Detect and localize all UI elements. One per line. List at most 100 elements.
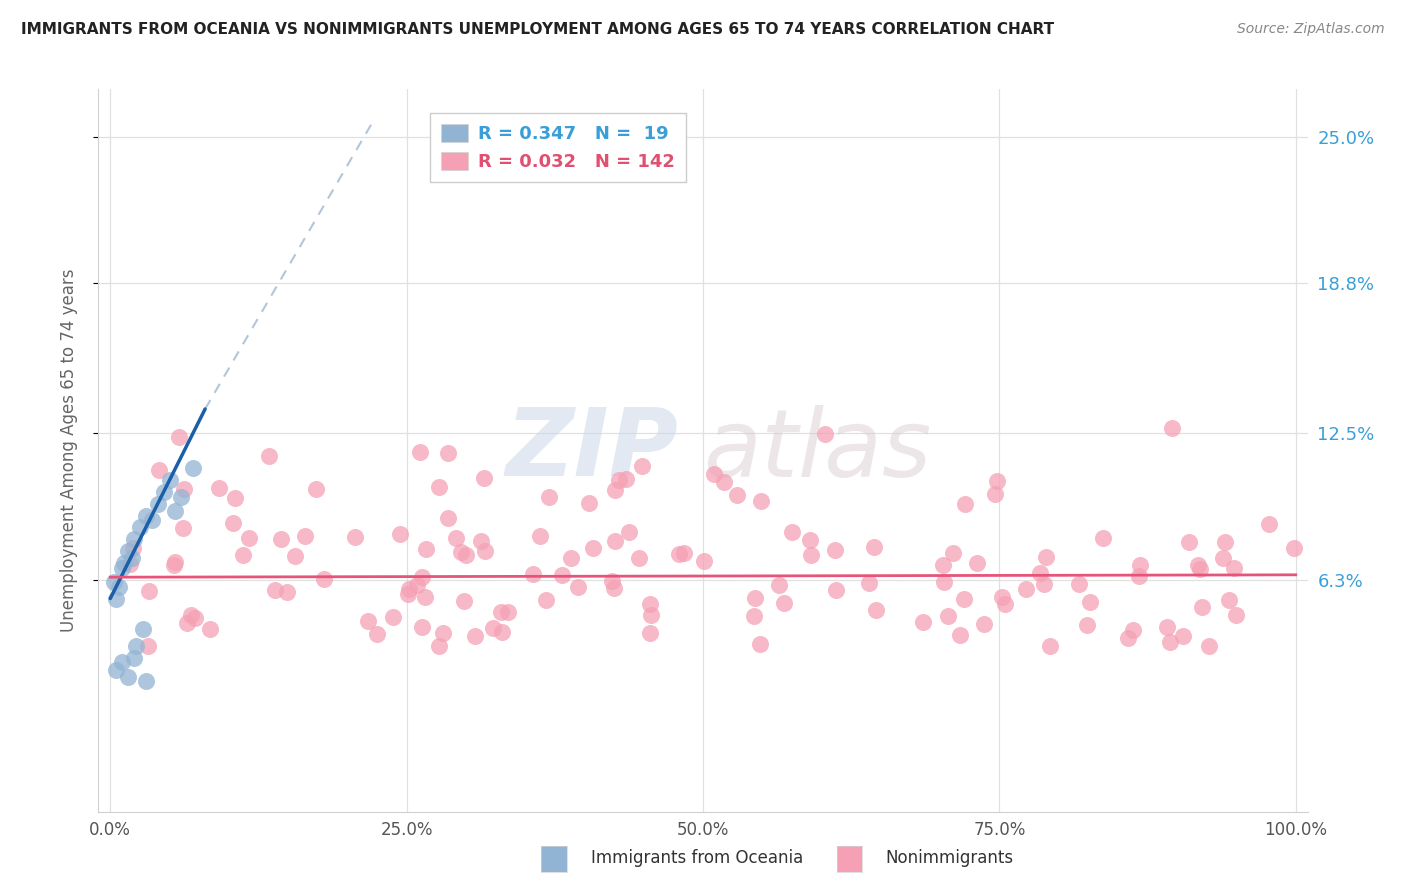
Nonimmigrants [630, 459, 652, 474]
Nonimmigrants [437, 446, 460, 460]
Immigrants from Oceania [146, 497, 169, 511]
Y-axis label: Unemployment Among Ages 65 to 74 years: Unemployment Among Ages 65 to 74 years [59, 268, 77, 632]
Nonimmigrants [1160, 421, 1182, 435]
Nonimmigrants [165, 555, 187, 569]
Immigrants from Oceania [111, 656, 134, 670]
Nonimmigrants [1159, 635, 1181, 649]
Nonimmigrants [264, 583, 287, 598]
Nonimmigrants [1076, 617, 1098, 632]
Nonimmigrants [176, 616, 198, 631]
Nonimmigrants [1039, 639, 1062, 653]
Nonimmigrants [600, 574, 623, 588]
Immigrants from Oceania [181, 461, 204, 475]
Nonimmigrants [270, 532, 292, 546]
Nonimmigrants [464, 629, 486, 643]
Immigrants from Oceania [121, 551, 143, 566]
Nonimmigrants [973, 616, 995, 631]
Nonimmigrants [703, 467, 725, 481]
Nonimmigrants [409, 445, 432, 459]
Nonimmigrants [312, 572, 335, 586]
Nonimmigrants [1198, 639, 1220, 653]
Immigrants from Oceania [122, 650, 145, 665]
Nonimmigrants [911, 615, 934, 630]
Text: atlas: atlas [703, 405, 931, 496]
Nonimmigrants [953, 592, 976, 607]
Nonimmigrants [1171, 629, 1194, 643]
Nonimmigrants [1222, 561, 1244, 575]
Nonimmigrants [638, 597, 661, 611]
Nonimmigrants [474, 471, 496, 485]
Nonimmigrants [1078, 595, 1101, 609]
Nonimmigrants [208, 481, 231, 495]
Nonimmigrants [713, 475, 735, 489]
Nonimmigrants [304, 483, 326, 497]
Text: Source: ZipAtlas.com: Source: ZipAtlas.com [1237, 22, 1385, 37]
Nonimmigrants [1128, 568, 1150, 582]
Nonimmigrants [224, 491, 246, 505]
Nonimmigrants [1122, 623, 1144, 637]
Nonimmigrants [986, 475, 1008, 489]
Immigrants from Oceania [103, 574, 125, 589]
Nonimmigrants [932, 574, 955, 589]
Nonimmigrants [1035, 550, 1057, 565]
Nonimmigrants [172, 521, 194, 535]
Nonimmigrants [949, 628, 972, 642]
Nonimmigrants [427, 480, 450, 494]
Immigrants from Oceania [105, 591, 128, 606]
Nonimmigrants [184, 611, 207, 625]
Nonimmigrants [953, 497, 976, 511]
Nonimmigrants [1187, 558, 1209, 572]
Immigrants from Oceania [129, 520, 152, 534]
Nonimmigrants [411, 569, 433, 583]
Nonimmigrants [1116, 631, 1139, 645]
Nonimmigrants [173, 482, 195, 496]
Nonimmigrants [824, 543, 846, 558]
Nonimmigrants [1218, 593, 1240, 607]
Nonimmigrants [343, 530, 366, 544]
Nonimmigrants [582, 541, 605, 555]
Nonimmigrants [238, 531, 260, 545]
Nonimmigrants [1015, 582, 1038, 597]
Nonimmigrants [167, 430, 190, 444]
Nonimmigrants [814, 426, 837, 441]
Nonimmigrants [357, 614, 380, 628]
Nonimmigrants [450, 544, 472, 558]
Immigrants from Oceania [117, 670, 139, 684]
Nonimmigrants [446, 531, 468, 545]
Nonimmigrants [1156, 620, 1178, 634]
Immigrants from Oceania [107, 580, 129, 594]
Nonimmigrants [1212, 551, 1234, 566]
Nonimmigrants [232, 548, 254, 562]
Nonimmigrants [388, 526, 411, 541]
Text: Nonimmigrants: Nonimmigrants [886, 849, 1014, 867]
Nonimmigrants [427, 639, 450, 653]
Nonimmigrants [984, 487, 1007, 501]
Immigrants from Oceania [170, 490, 193, 504]
Nonimmigrants [966, 556, 988, 570]
Nonimmigrants [578, 496, 600, 510]
Immigrants from Oceania [117, 544, 139, 558]
Legend: R = 0.347   N =  19, R = 0.032   N = 142: R = 0.347 N = 19, R = 0.032 N = 142 [430, 112, 686, 182]
Nonimmigrants [294, 529, 316, 543]
Nonimmigrants [222, 516, 245, 530]
Nonimmigrants [491, 624, 513, 639]
Immigrants from Oceania [141, 513, 163, 527]
Nonimmigrants [411, 620, 433, 634]
Nonimmigrants [865, 603, 887, 617]
Nonimmigrants [1092, 531, 1115, 545]
Nonimmigrants [744, 591, 766, 605]
Immigrants from Oceania [159, 473, 181, 487]
Text: Immigrants from Oceania: Immigrants from Oceania [591, 849, 803, 867]
Nonimmigrants [454, 548, 477, 562]
Nonimmigrants [931, 558, 953, 572]
Nonimmigrants [453, 594, 475, 608]
Nonimmigrants [432, 625, 454, 640]
Nonimmigrants [538, 490, 561, 504]
Nonimmigrants [640, 607, 662, 622]
Immigrants from Oceania [114, 556, 136, 570]
Immigrants from Oceania [135, 674, 157, 689]
Nonimmigrants [413, 590, 436, 604]
Nonimmigrants [120, 558, 142, 572]
Nonimmigrants [470, 533, 492, 548]
Nonimmigrants [1225, 608, 1247, 623]
